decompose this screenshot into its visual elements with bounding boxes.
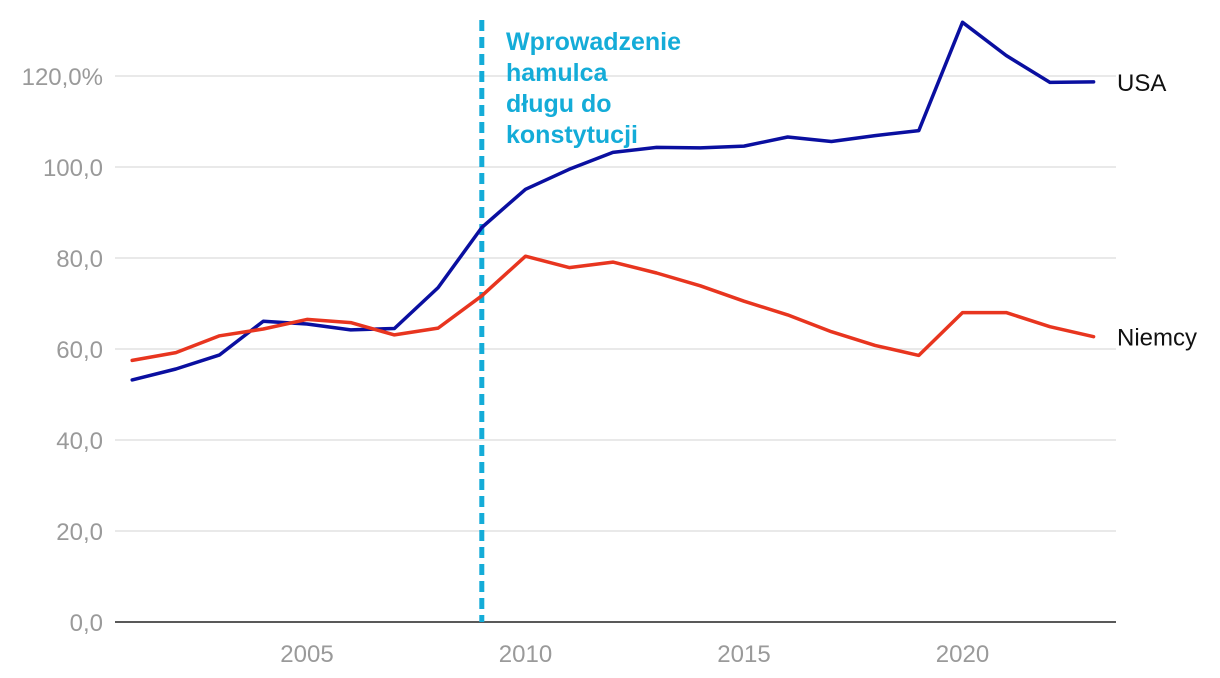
series-group: [130, 20, 1096, 382]
x-axis-ticks: 2005 2010 2015 2020: [280, 641, 989, 668]
x-tick-label: 2005: [280, 641, 333, 668]
x-tick-label: 2020: [936, 641, 989, 668]
annotation-group: Wprowadzenie hamulca długu do konstytucji: [479, 20, 681, 622]
y-tick-label: 0,0: [70, 610, 103, 637]
annotation-text-line: konstytucji: [506, 121, 638, 149]
annotation-text-line: długu do: [506, 90, 612, 118]
x-tick-label: 2010: [499, 641, 552, 668]
y-axis-ticks: 0,0 20,0 40,0 60,0 80,0 100,0 120,0%: [22, 64, 103, 637]
y-tick-label: 60,0: [56, 337, 103, 364]
y-tick-label: 120,0%: [22, 64, 103, 91]
y-tick-label: 40,0: [56, 428, 103, 455]
y-tick-label: 80,0: [56, 246, 103, 273]
y-tick-label: 100,0: [43, 155, 103, 182]
series-line-niemcy: [130, 254, 1096, 363]
annotation-text-line: Wprowadzenie: [506, 28, 681, 56]
series-label-usa: USA: [1117, 70, 1166, 97]
annotation-text-line: hamulca: [506, 59, 609, 87]
series-label-niemcy: Niemcy: [1117, 325, 1197, 352]
x-tick-label: 2015: [717, 641, 770, 668]
y-tick-label: 20,0: [56, 519, 103, 546]
gridlines: [115, 75, 1116, 532]
series-labels: USA Niemcy: [1117, 70, 1197, 352]
